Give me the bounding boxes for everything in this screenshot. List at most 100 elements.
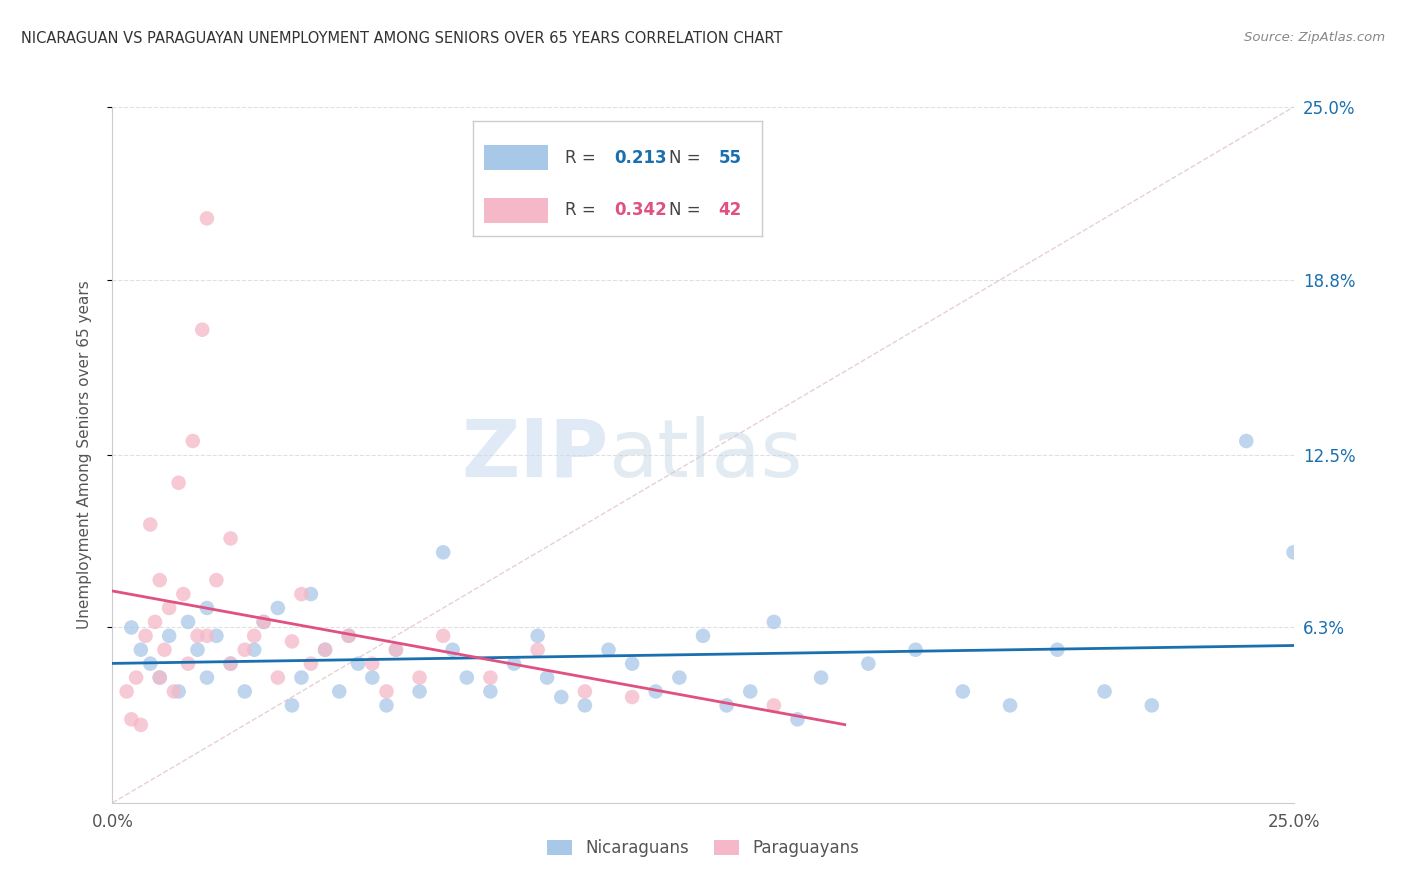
Point — [195, 211, 218, 226]
Point — [408, 684, 430, 698]
Point — [858, 657, 880, 671]
Point — [810, 671, 832, 685]
Point — [762, 698, 785, 713]
Point — [233, 684, 256, 698]
Point — [153, 642, 176, 657]
Y-axis label: Unemployment Among Seniors over 65 years: Unemployment Among Seniors over 65 years — [77, 281, 91, 629]
Point — [129, 642, 152, 657]
Point — [219, 532, 242, 546]
Point — [149, 671, 172, 685]
Point — [385, 642, 408, 657]
Point — [375, 684, 398, 698]
Point — [762, 615, 785, 629]
Point — [432, 545, 454, 559]
Point — [129, 718, 152, 732]
Point — [408, 671, 430, 685]
Point — [1046, 642, 1069, 657]
Point — [716, 698, 738, 713]
Text: NICARAGUAN VS PARAGUAYAN UNEMPLOYMENT AMONG SENIORS OVER 65 YEARS CORRELATION CH: NICARAGUAN VS PARAGUAYAN UNEMPLOYMENT AM… — [21, 31, 783, 46]
Point — [347, 657, 370, 671]
Point — [1282, 545, 1305, 559]
Point — [526, 642, 548, 657]
Point — [115, 684, 138, 698]
Point — [205, 629, 228, 643]
Point — [479, 671, 502, 685]
Point — [267, 671, 290, 685]
Point — [328, 684, 350, 698]
Point — [281, 698, 304, 713]
Point — [191, 323, 214, 337]
Point — [149, 671, 172, 685]
Point — [479, 684, 502, 698]
Point — [157, 601, 180, 615]
Point — [526, 629, 548, 643]
Point — [740, 684, 762, 698]
Point — [125, 671, 148, 685]
Point — [621, 690, 644, 704]
Point — [120, 712, 142, 726]
Point — [786, 712, 808, 726]
Point — [243, 642, 266, 657]
Point — [299, 587, 322, 601]
Point — [195, 601, 218, 615]
Point — [167, 475, 190, 490]
Point — [1094, 684, 1116, 698]
Point — [574, 684, 596, 698]
Point — [432, 629, 454, 643]
Point — [219, 657, 242, 671]
Point — [205, 573, 228, 587]
Point — [692, 629, 714, 643]
Point — [149, 573, 172, 587]
Point — [181, 434, 204, 448]
Point — [253, 615, 276, 629]
Point — [195, 671, 218, 685]
Point — [550, 690, 572, 704]
Point — [172, 587, 194, 601]
Point — [143, 615, 166, 629]
Point — [253, 615, 276, 629]
Point — [139, 517, 162, 532]
Point — [290, 671, 312, 685]
Text: ZIP: ZIP — [461, 416, 609, 494]
Point — [536, 671, 558, 685]
Text: atlas: atlas — [609, 416, 803, 494]
Point — [503, 657, 526, 671]
Point — [1140, 698, 1163, 713]
Point — [904, 642, 927, 657]
Point — [668, 671, 690, 685]
Point — [219, 657, 242, 671]
Point — [186, 642, 208, 657]
Point — [157, 629, 180, 643]
Point — [361, 657, 384, 671]
Point — [267, 601, 290, 615]
Point — [598, 642, 620, 657]
Point — [644, 684, 666, 698]
Point — [186, 629, 208, 643]
Point — [314, 642, 336, 657]
Point — [120, 620, 142, 634]
Point — [177, 657, 200, 671]
Text: Source: ZipAtlas.com: Source: ZipAtlas.com — [1244, 31, 1385, 45]
Point — [163, 684, 186, 698]
Point — [337, 629, 360, 643]
Point — [299, 657, 322, 671]
Point — [456, 671, 478, 685]
Point — [337, 629, 360, 643]
Point — [139, 657, 162, 671]
Point — [233, 642, 256, 657]
Point — [952, 684, 974, 698]
Point — [290, 587, 312, 601]
Point — [375, 698, 398, 713]
Point — [621, 657, 644, 671]
Point — [441, 642, 464, 657]
Point — [574, 698, 596, 713]
Point — [281, 634, 304, 648]
Point — [998, 698, 1021, 713]
Point — [177, 615, 200, 629]
Point — [195, 629, 218, 643]
Legend: Nicaraguans, Paraguayans: Nicaraguans, Paraguayans — [540, 833, 866, 864]
Point — [135, 629, 157, 643]
Point — [385, 642, 408, 657]
Point — [1234, 434, 1257, 448]
Point — [243, 629, 266, 643]
